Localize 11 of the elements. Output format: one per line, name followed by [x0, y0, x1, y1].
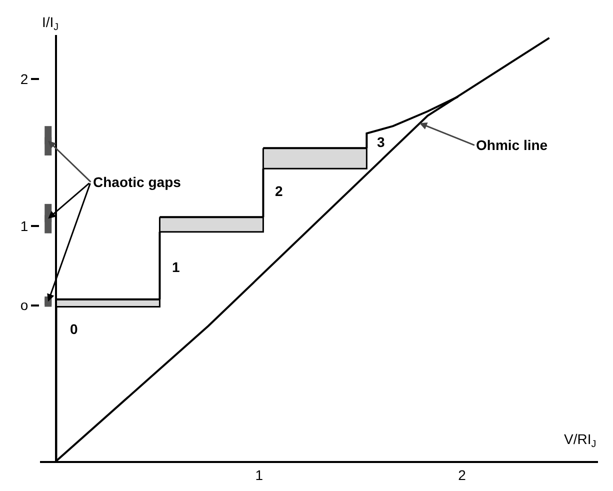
annotation: 2	[275, 183, 283, 199]
x-axis-title: V/RI$_{J}$	[564, 431, 596, 450]
annotation: Chaotic gaps	[93, 174, 182, 190]
annotation: 3	[377, 134, 385, 150]
annotation: 0	[70, 321, 78, 337]
y-tick-label: o	[20, 297, 28, 314]
y-tick-label: 1	[20, 218, 28, 234]
annotation: 1	[172, 259, 180, 275]
annotation: Ohmic line	[476, 137, 548, 153]
y-tick-label: 2	[20, 70, 28, 87]
y-axis-title: I/I$_{J}$	[42, 14, 59, 33]
